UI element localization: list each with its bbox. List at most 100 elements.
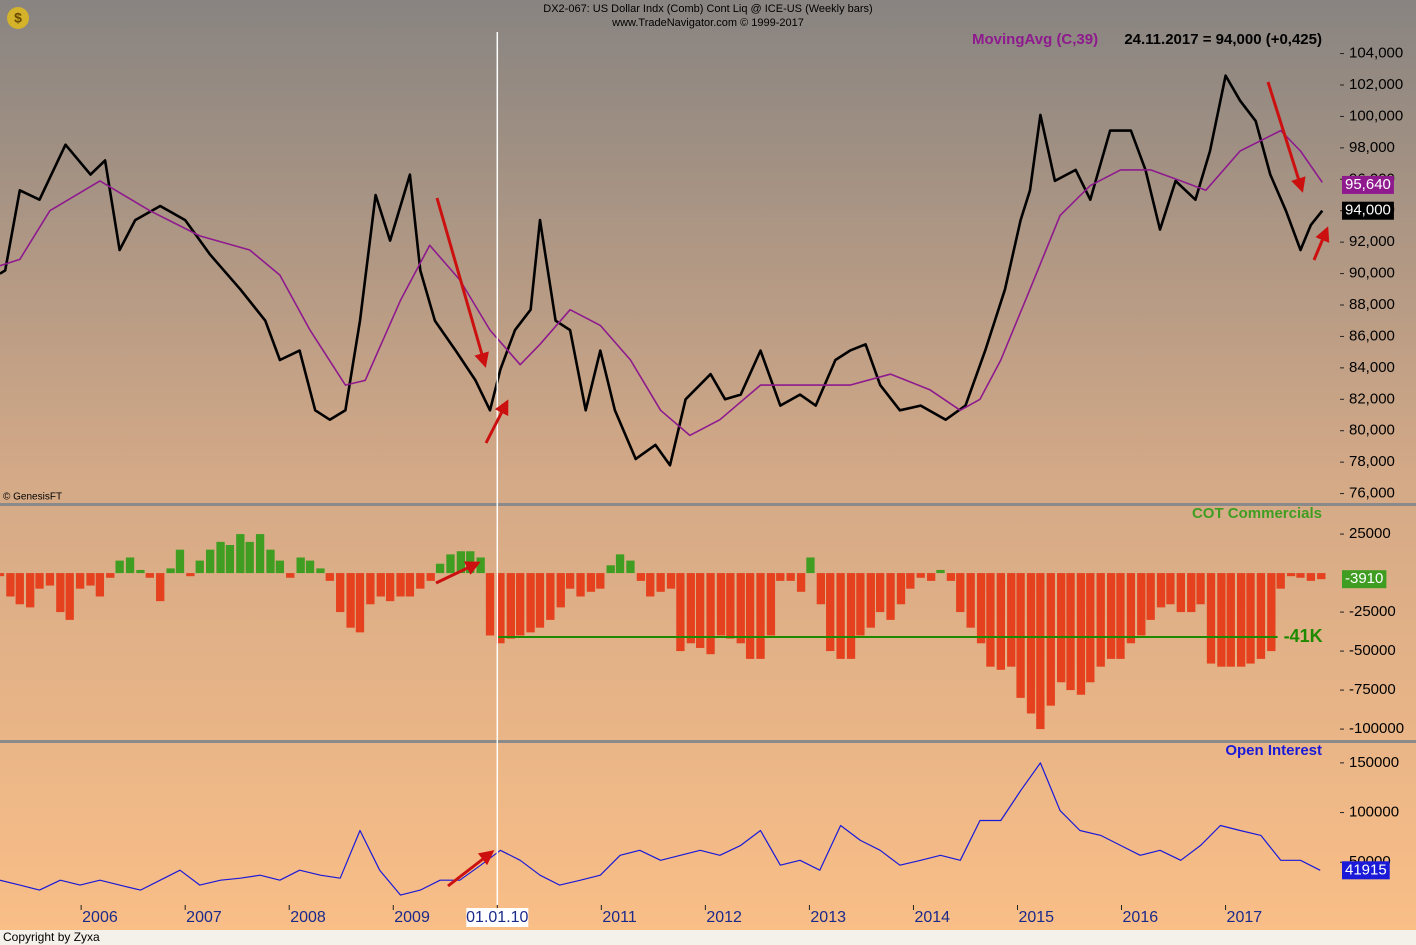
bar [565,573,575,589]
bar [35,573,44,589]
bar [145,573,154,578]
bar [346,573,355,628]
status: 24.11.2017 = 94,000 (+0,425) [1124,31,1322,48]
bar [1206,573,1216,664]
bar [646,573,655,597]
bar [875,573,885,613]
bar [476,557,485,574]
panel-separator [0,503,1416,506]
x-tick-label: 2007 [186,909,222,926]
bar [806,557,815,574]
annotation-label: -41K [1284,626,1323,646]
bar [1146,573,1155,620]
current-value-label: 41915 [1345,861,1387,878]
bar [1116,573,1125,659]
current-value-box [1342,201,1394,220]
bar [916,573,925,578]
bar [1036,573,1045,730]
y-tick-label: 84,000 [1349,359,1395,376]
current-value-box [1342,861,1390,880]
bar [516,573,525,636]
y-tick-label: 90,000 [1349,265,1395,282]
bar [166,568,175,574]
bar [786,573,795,581]
bar [376,573,385,597]
current-value-label: 95,640 [1345,176,1391,193]
legend-entry: MovingAvg (C,39) [972,31,1098,48]
bar [456,551,466,574]
bar [666,573,676,589]
x-tick-label: 2006 [82,909,118,926]
y-tick-label: 98,000 [1349,139,1395,156]
y-tick-label: -75000 [1349,681,1396,698]
bar [596,573,605,589]
y-tick-label: 86,000 [1349,327,1395,344]
bar [796,573,806,592]
bar [366,573,375,605]
bar [485,573,495,636]
bar [6,573,15,597]
bar [45,573,55,586]
current-value-label: 94,000 [1345,202,1391,219]
bar [186,573,195,577]
bar [385,573,395,602]
bar [1187,573,1196,613]
bar [1237,573,1246,667]
bar [926,573,936,581]
bar [305,560,315,574]
bar [75,573,85,589]
bar [115,560,124,574]
bar [1137,573,1146,636]
line [0,129,1323,437]
logo: $ [7,7,29,29]
title: DX2-067: US Dollar Indx (Comb) Cont Liq … [543,3,872,15]
y-tick-label: 78,000 [1349,453,1395,470]
bar [986,573,995,667]
bar [1196,573,1205,605]
subtitle: www.TradeNavigator.com © 1999-2017 [611,17,804,29]
bar [506,573,515,639]
x-tick-label: 2013 [810,909,846,926]
plot: 76,000 78,000 80,000 82,000 84,000 86,000 88,0… [0,31,1404,927]
bar [466,551,475,574]
bar [236,534,245,574]
bar [1276,573,1285,589]
current-value-label: -3910 [1345,570,1383,587]
bar [1126,573,1136,644]
bar [26,573,35,608]
x-tick-label: 2012 [706,909,742,926]
bar [396,573,405,597]
x-tick-label: 2014 [914,909,950,926]
bar [106,573,115,578]
bar [576,573,585,597]
y-tick-label: 80,000 [1349,422,1395,439]
bar [1246,573,1255,664]
bar [1007,573,1016,667]
bar [56,573,65,613]
bar [1226,573,1235,667]
bar [826,573,835,652]
bar [255,534,265,574]
bar [556,573,565,608]
bar [286,573,295,578]
y-tick-label: 25000 [1349,525,1391,542]
bar [706,573,715,655]
bar [766,573,776,636]
bar [1306,573,1316,581]
bar [946,573,956,581]
bar [896,573,906,605]
bar [446,554,455,574]
bar [586,573,596,592]
bar [86,573,95,586]
y-tick-label: 104,000 [1349,45,1403,62]
bar [856,573,865,636]
panel-title: Open Interest [1225,742,1322,759]
bar [1076,573,1086,695]
bar [125,557,135,574]
x-tick-label: 2009 [394,909,430,926]
x-tick-label: 2016 [1123,909,1159,926]
copyright: Copyright by Zyxa [3,930,100,944]
bar [615,554,625,574]
